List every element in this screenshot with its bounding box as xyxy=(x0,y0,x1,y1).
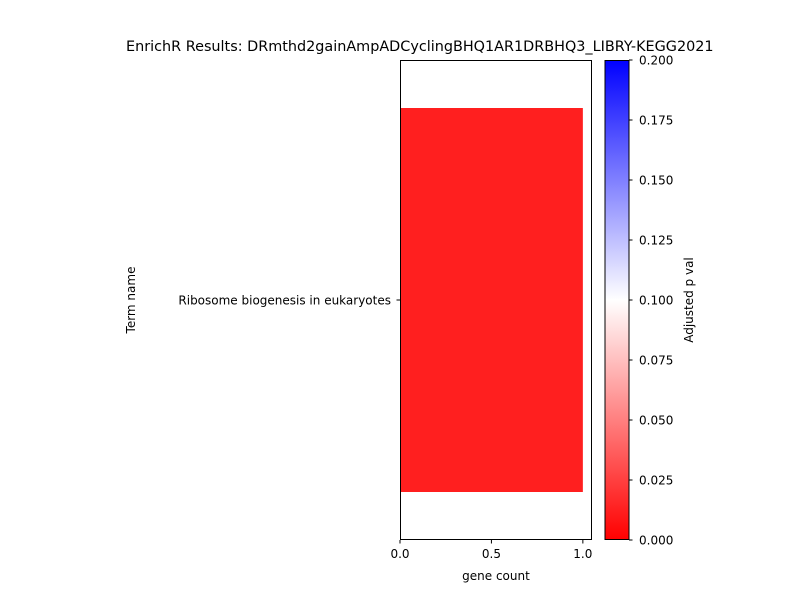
colorbar-tick-label: 0.100 xyxy=(639,294,673,308)
colorbar-tick-label: 0.075 xyxy=(639,354,673,368)
colorbar xyxy=(605,60,629,540)
y-axis-label: Term name xyxy=(124,267,138,335)
x-tick-label: 0.0 xyxy=(390,547,409,561)
bar xyxy=(400,108,583,492)
colorbar-tick-label: 0.125 xyxy=(639,234,673,248)
x-axis-label: gene count xyxy=(462,569,530,583)
plot-area-frame xyxy=(400,60,592,540)
x-axis-ticks: 0.0 0.5 1.0 xyxy=(390,540,592,561)
colorbar-tick-label: 0.050 xyxy=(639,414,673,428)
y-axis-ticks: Ribosome biogenesis in eukaryotes xyxy=(178,294,400,308)
colorbar-label: Adjusted p val xyxy=(682,257,696,343)
y-tick-label: Ribosome biogenesis in eukaryotes xyxy=(178,294,391,308)
x-tick-label: 1.0 xyxy=(573,547,592,561)
chart-title: EnrichR Results: DRmthd2gainAmpADCycling… xyxy=(126,39,714,55)
colorbar-ticks: 0.000 0.025 0.050 0.075 0.100 0.125 0.150 0.175… xyxy=(629,54,673,548)
colorbar-tick-label: 0.200 xyxy=(639,54,673,68)
colorbar-tick-label: 0.175 xyxy=(639,114,673,128)
colorbar-tick-label: 0.025 xyxy=(639,474,673,488)
x-tick-label: 0.5 xyxy=(482,547,501,561)
colorbar-tick-label: 0.150 xyxy=(639,174,673,188)
bars-layer xyxy=(400,108,583,492)
colorbar-tick-label: 0.000 xyxy=(639,534,673,548)
